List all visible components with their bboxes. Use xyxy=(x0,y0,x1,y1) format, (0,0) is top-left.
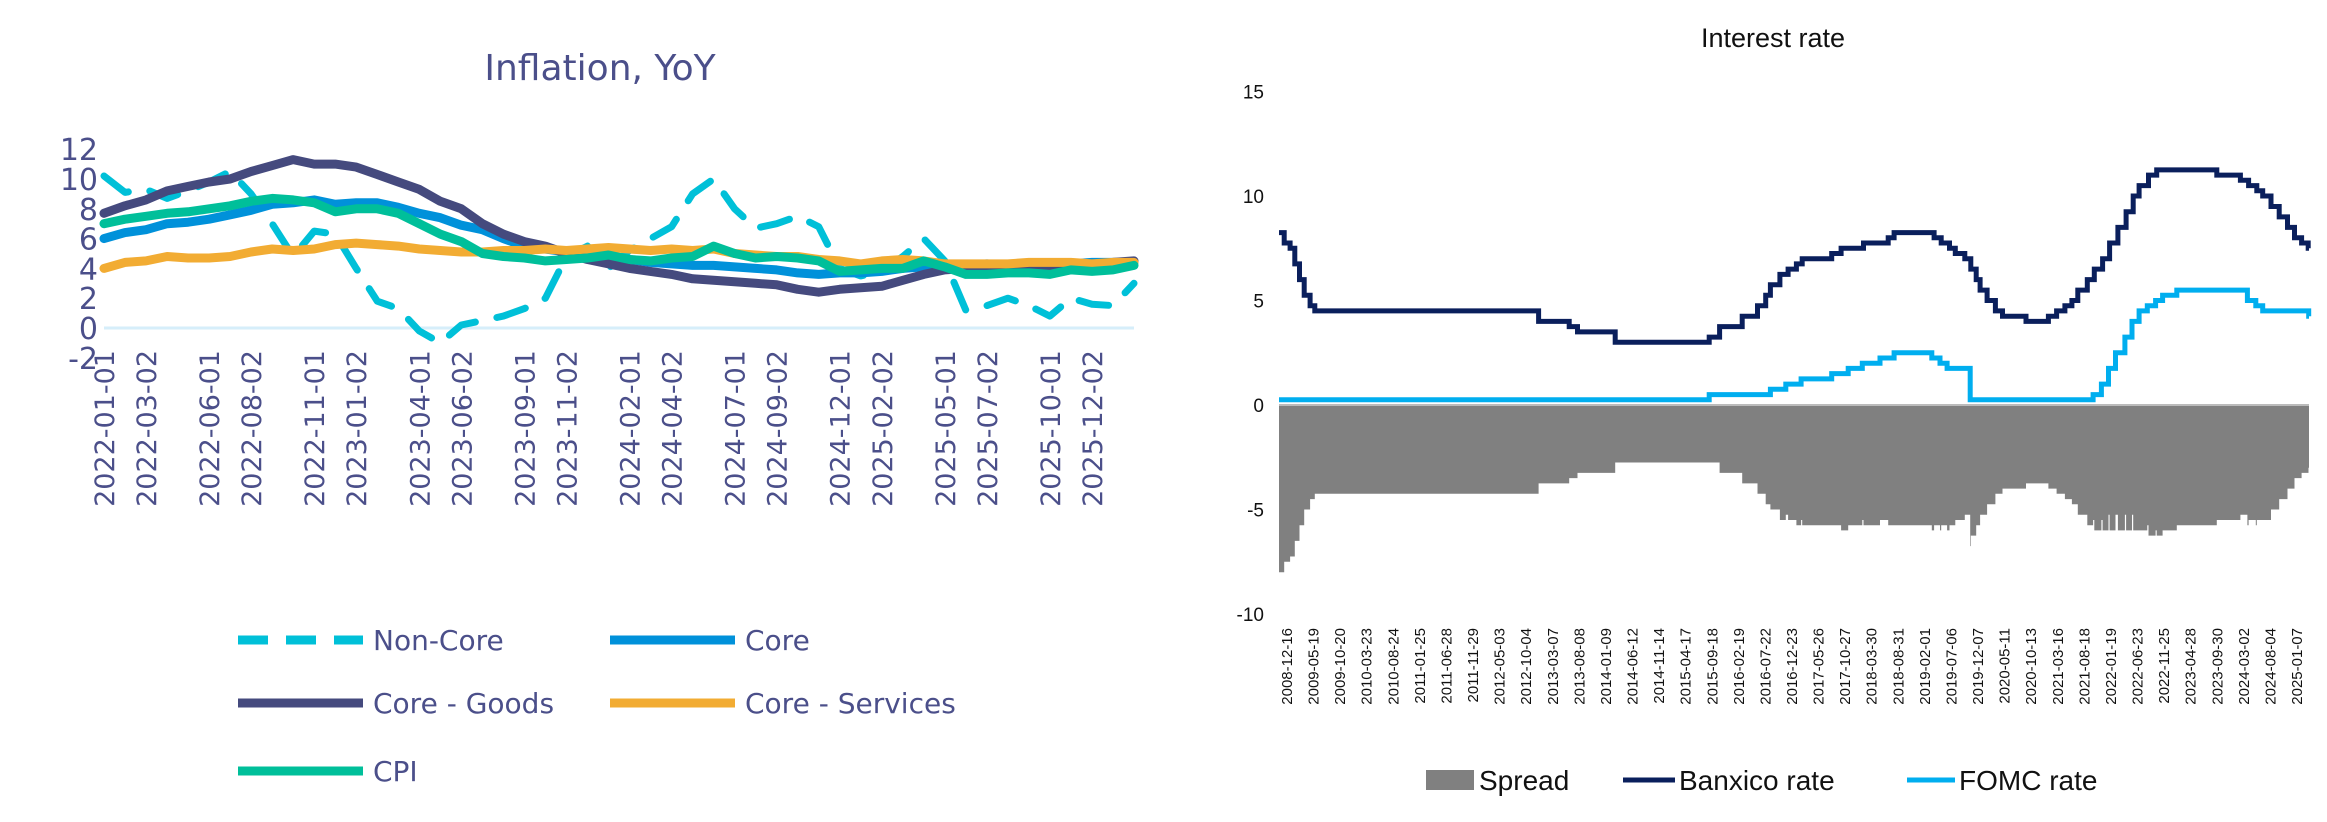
x-tick-label: 2024-02-01 xyxy=(616,350,647,507)
x-tick-label: 2023-09-30 xyxy=(2209,628,2226,705)
x-tick-label: 2019-07-06 xyxy=(1943,628,1960,705)
legend-label: FOMC rate xyxy=(1959,765,2097,796)
x-tick-label: 2024-03-02 xyxy=(2236,628,2253,705)
x-tick-label: 2025-10-01 xyxy=(1036,350,1067,507)
legend-item: Non-Core xyxy=(238,624,504,657)
x-tick-label: 2022-01-19 xyxy=(2103,628,2120,705)
x-tick-label: 2022-11-01 xyxy=(300,350,331,507)
x-tick-label: 2025-02-02 xyxy=(868,350,899,507)
chart-title: Interest rate xyxy=(1701,23,1845,53)
x-tick-label: 2020-05-11 xyxy=(1997,628,2014,704)
y-tick-label: -2 xyxy=(68,342,98,377)
x-tick-label: 2023-09-01 xyxy=(510,350,541,507)
x-tick-label: 2024-04-02 xyxy=(658,350,689,507)
fomc-rate-line xyxy=(1279,287,2312,403)
x-tick-label: 2024-07-01 xyxy=(721,350,752,507)
x-tick-label: 2016-07-22 xyxy=(1757,628,1774,705)
x-tick-label: 2023-06-02 xyxy=(447,350,478,507)
x-tick-label: 2014-06-12 xyxy=(1625,628,1642,705)
y-tick-label: 0 xyxy=(1253,396,1264,417)
x-tick-label: 2013-03-07 xyxy=(1545,628,1562,705)
x-tick-label: 2022-03-02 xyxy=(132,350,163,507)
legend-item: CPI xyxy=(238,755,418,788)
x-tick-label: 2009-05-19 xyxy=(1306,628,1323,705)
x-tick-label: 2012-10-04 xyxy=(1518,628,1535,705)
x-tick-label: 2022-08-02 xyxy=(237,350,268,507)
x-tick-label: 2019-02-01 xyxy=(1917,628,1934,705)
y-tick-label: 6 xyxy=(79,223,98,258)
x-tick-label: 2022-06-23 xyxy=(2130,628,2147,705)
banxico-rate-line xyxy=(1279,167,2311,345)
x-tick-label: 2019-12-07 xyxy=(1970,628,1987,705)
y-tick-label: 2 xyxy=(79,282,98,317)
spread-area xyxy=(1279,405,2309,573)
x-tick-label: 2016-02-19 xyxy=(1731,628,1748,705)
legend-item: Core - Goods xyxy=(238,687,554,720)
legend-label: Non-Core xyxy=(373,624,504,657)
legend-swatch xyxy=(1426,770,1474,790)
legend-item-spread: Spread xyxy=(1426,765,1569,796)
x-tick-label: 2023-04-28 xyxy=(2183,628,2200,705)
x-tick-label: 2020-10-13 xyxy=(2023,628,2040,705)
x-tick-label: 2025-05-01 xyxy=(931,350,962,507)
x-tick-label: 2021-03-16 xyxy=(2050,628,2067,705)
x-tick-label: 2014-01-09 xyxy=(1598,628,1615,705)
x-tick-label: 2025-01-07 xyxy=(2289,628,2306,705)
x-tick-label: 2015-09-18 xyxy=(1704,628,1721,705)
y-tick-label: 0 xyxy=(79,312,98,347)
series-line-cpi xyxy=(99,193,1139,279)
x-tick-label: 2023-04-01 xyxy=(405,350,436,507)
y-tick-label: 10 xyxy=(1243,187,1264,208)
y-tick-label: -10 xyxy=(1237,605,1264,626)
x-tick-label: 2011-01-25 xyxy=(1412,628,1429,704)
x-tick-label: 2022-11-25 xyxy=(2156,628,2173,704)
x-tick-label: 2018-08-31 xyxy=(1890,628,1907,705)
legend-item: Core xyxy=(610,624,810,657)
series-line-core-services xyxy=(99,238,1139,273)
legend-item-banxico: Banxico rate xyxy=(1623,765,1835,796)
x-tick-label: 2011-11-29 xyxy=(1465,628,1482,703)
x-tick-label: 2024-12-01 xyxy=(826,350,857,507)
x-tick-label: 2017-05-26 xyxy=(1811,628,1828,705)
x-tick-label: 2012-05-03 xyxy=(1492,628,1509,705)
y-tick-label: 5 xyxy=(1253,292,1264,313)
x-tick-label: 2018-03-30 xyxy=(1864,628,1881,705)
x-tick-label: 2016-12-23 xyxy=(1784,628,1801,705)
x-tick-label: 2010-08-24 xyxy=(1385,628,1402,705)
x-tick-label: 2025-07-02 xyxy=(973,350,1004,507)
legend-label: Core xyxy=(745,624,810,657)
x-tick-label: 2021-08-18 xyxy=(2076,628,2093,705)
y-tick-label: 4 xyxy=(79,252,98,287)
x-tick-label: 2023-01-02 xyxy=(342,350,373,507)
x-tick-label: 2017-10-27 xyxy=(1837,628,1854,705)
x-tick-label: 2024-08-04 xyxy=(2262,628,2279,705)
x-tick-label: 2022-01-01 xyxy=(90,350,121,507)
legend-label: Core - Goods xyxy=(373,687,554,720)
y-tick-label: -5 xyxy=(1247,501,1264,522)
chart-title: Inflation, YoY xyxy=(484,48,716,89)
x-tick-label: 2023-11-02 xyxy=(552,350,583,507)
y-tick-label: 10 xyxy=(60,163,98,198)
legend-label: Spread xyxy=(1479,765,1569,796)
y-tick-label: 8 xyxy=(79,193,98,228)
y-tick-label: 12 xyxy=(60,133,98,168)
legend-label: CPI xyxy=(373,755,418,788)
x-tick-label: 2022-06-01 xyxy=(195,350,226,507)
x-tick-label: 2013-08-08 xyxy=(1571,628,1588,705)
legend-label: Core - Services xyxy=(745,687,956,720)
legend-label: Banxico rate xyxy=(1679,765,1835,796)
x-tick-label: 2025-12-02 xyxy=(1078,350,1109,507)
x-tick-label: 2009-10-20 xyxy=(1332,628,1349,705)
x-tick-label: 2014-11-14 xyxy=(1651,628,1668,704)
x-tick-label: 2010-03-23 xyxy=(1359,628,1376,705)
x-tick-label: 2011-06-28 xyxy=(1438,628,1455,704)
x-tick-label: 2015-04-17 xyxy=(1678,628,1695,705)
legend-item-fomc: FOMC rate xyxy=(1907,765,2097,796)
legend-item: Core - Services xyxy=(610,687,956,720)
x-tick-label: 2008-12-16 xyxy=(1279,628,1296,705)
y-tick-label: 15 xyxy=(1243,83,1264,104)
x-tick-label: 2024-09-02 xyxy=(763,350,794,507)
